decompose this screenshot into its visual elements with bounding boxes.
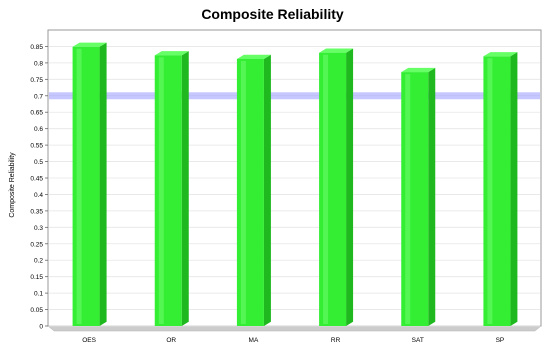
- bar-side: [99, 42, 107, 326]
- bar-sat: [401, 67, 436, 327]
- bar-highlight: [405, 74, 411, 324]
- bar-top: [401, 67, 436, 73]
- y-axis-label: Composite Reliability: [9, 152, 16, 218]
- bar-highlight: [487, 58, 493, 325]
- bar-sp: [483, 52, 518, 327]
- bar: [483, 56, 511, 327]
- y-tick-label: 0.6: [34, 126, 43, 133]
- bar-rr: [319, 48, 354, 327]
- x-tick-label: SP: [496, 337, 505, 344]
- threshold-line-group: [49, 92, 540, 100]
- bar: [72, 46, 100, 326]
- bar-side: [428, 67, 436, 327]
- y-tick-label: 0.35: [30, 208, 43, 215]
- bar-side: [181, 51, 189, 326]
- y-tick-label: 0.45: [30, 176, 43, 183]
- plot-area: [47, 29, 542, 332]
- chart-title: Composite Reliability: [201, 6, 344, 22]
- y-tick-label: 0.2: [34, 258, 43, 265]
- bar-highlight: [76, 48, 82, 324]
- bar-top: [319, 48, 354, 53]
- grid-lines: [49, 46, 540, 327]
- plot-floor: [47, 325, 542, 332]
- bar-or: [154, 51, 189, 327]
- y-tick-label: 0.5: [34, 159, 43, 166]
- y-tick-label: 0.55: [30, 143, 43, 150]
- bar-oes: [72, 42, 107, 326]
- bar-side: [510, 52, 518, 326]
- bar: [236, 58, 264, 326]
- bar: [319, 52, 347, 327]
- y-tick-label: 0.85: [30, 44, 43, 51]
- threshold-line: [49, 92, 540, 100]
- bar-top: [483, 52, 518, 57]
- y-tick-label: 0.15: [30, 274, 43, 281]
- x-tick-label: OR: [166, 337, 176, 344]
- y-axis-ticks: 0 0.05 0.1 0.15 0.2 0.25 0.3 0.35 0.4 0.45 0.5 0.55…: [30, 44, 48, 331]
- y-tick-label: 0: [39, 324, 43, 331]
- x-tick-label: OES: [82, 337, 96, 344]
- y-tick-label: 0.7: [34, 93, 43, 100]
- x-tick-label: SAT: [412, 337, 424, 344]
- bar-highlight: [240, 60, 246, 324]
- y-tick-label: 0.3: [34, 225, 43, 232]
- bar-highlight: [323, 54, 329, 325]
- bars: [72, 42, 518, 327]
- bar-highlight: [158, 57, 164, 325]
- x-tick-label: RR: [331, 337, 341, 344]
- bar: [154, 55, 182, 327]
- y-tick-label: 0.1: [34, 291, 43, 298]
- bar-top: [72, 42, 107, 47]
- bar-ma: [236, 54, 271, 327]
- y-tick-label: 0.25: [30, 241, 43, 248]
- bar-side: [263, 54, 271, 327]
- y-tick-label: 0.65: [30, 110, 43, 117]
- x-tick-label: MA: [249, 337, 259, 344]
- y-tick-label: 0.75: [30, 77, 43, 84]
- bar-side: [346, 48, 354, 326]
- bar-top: [154, 51, 189, 56]
- y-tick-label: 0.05: [30, 307, 43, 314]
- y-tick-label: 0.4: [34, 192, 43, 199]
- x-axis-ticks: OES OR MA RR SAT SP: [82, 337, 504, 344]
- bar-top: [236, 54, 271, 59]
- y-tick-label: 0.8: [34, 60, 43, 67]
- bar: [401, 72, 429, 326]
